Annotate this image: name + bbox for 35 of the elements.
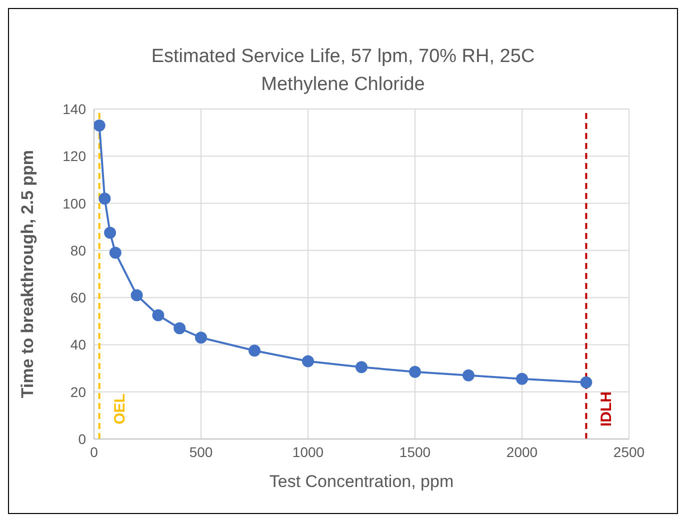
x-tick-label: 1000	[292, 444, 324, 460]
ref-line-label: IDLH	[598, 392, 616, 426]
point	[152, 309, 164, 322]
y-tick-label: 20	[70, 384, 86, 400]
chart-subtitle: Methylene Chloride	[260, 73, 426, 97]
point	[98, 192, 111, 205]
y-tick-label: 80	[70, 242, 86, 258]
x-tick-label: 2500	[613, 444, 645, 460]
y-tick-label: 60	[70, 290, 86, 306]
x-tick-label: 500	[189, 444, 213, 460]
point	[195, 332, 207, 344]
x-tick-label: 1500	[399, 444, 431, 460]
point	[109, 246, 122, 259]
y-tick-label: 0	[78, 430, 86, 447]
point	[462, 369, 474, 382]
y-tick-label: 40	[70, 336, 86, 353]
point	[248, 344, 260, 357]
y-axis-title: Time to breakthrough, 2.5 ppm	[18, 150, 38, 398]
point	[356, 361, 368, 374]
point	[302, 355, 314, 368]
x-axis-title: Test Concentration, ppm	[269, 472, 454, 491]
y-tick-label: 140	[62, 100, 86, 117]
point	[130, 289, 143, 302]
point	[94, 120, 106, 132]
y-tick-label: 100	[62, 195, 86, 212]
ref-line-label: OEL	[111, 394, 128, 424]
y-tick-label: 120	[62, 148, 86, 164]
point	[174, 322, 186, 334]
point	[580, 376, 592, 388]
point	[104, 226, 116, 239]
point	[516, 372, 528, 385]
chart-title: Estimated Service Life, 57 lpm, 70% RH, 25C	[150, 45, 536, 69]
x-tick-label: 0	[90, 444, 98, 460]
x-tick-label: 2000	[506, 444, 538, 460]
point	[409, 366, 421, 378]
